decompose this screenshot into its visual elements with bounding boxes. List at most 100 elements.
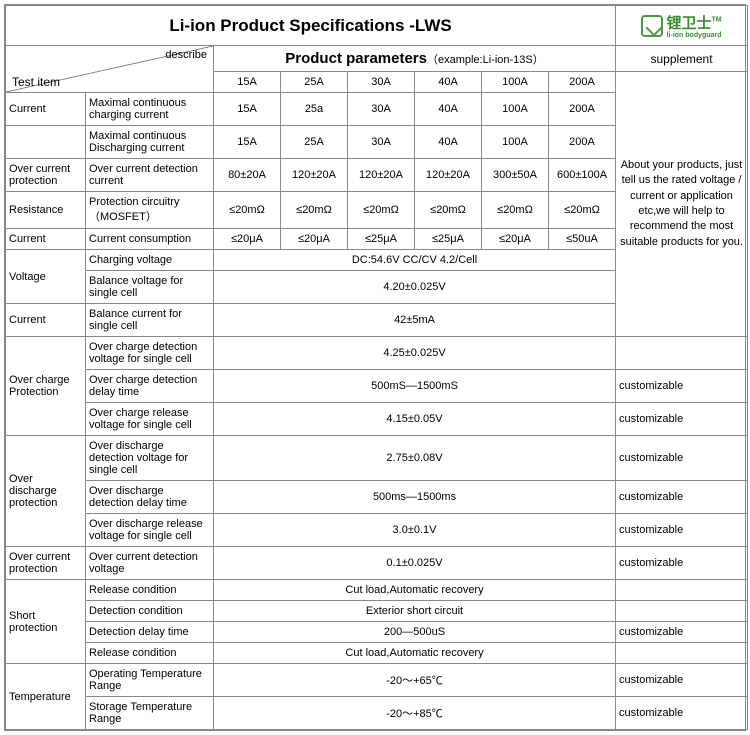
- row-desc: Over charge release voltage for single c…: [86, 403, 214, 436]
- cell-value: ≤20mΩ: [281, 192, 348, 229]
- category-label: Temperature: [6, 664, 86, 730]
- category-label: Current: [6, 229, 86, 250]
- cell-value: 30A: [348, 93, 415, 126]
- row-desc: Release condition: [86, 580, 214, 601]
- cell-value: ≤20mΩ: [214, 192, 281, 229]
- row-desc: Protection circuitry （MOSFET）: [86, 192, 214, 229]
- cell-value: 120±20A: [281, 159, 348, 192]
- cell-value: 80±20A: [214, 159, 281, 192]
- row-desc: Detection delay time: [86, 622, 214, 643]
- row-desc: Storage Temperature Range: [86, 697, 214, 730]
- cell-value: 25A: [281, 126, 348, 159]
- row-desc: Over current detection voltage: [86, 547, 214, 580]
- cell-value: Cut load,Automatic recovery: [214, 643, 616, 664]
- col-header: 30A: [348, 72, 415, 93]
- supplement-header: supplement: [616, 46, 748, 72]
- cell-value: 30A: [348, 126, 415, 159]
- cell-value: 4.15±0.05V: [214, 403, 616, 436]
- category-label: Over discharge protection: [6, 436, 86, 547]
- cell-value: 300±50A: [482, 159, 549, 192]
- supplement-cell: customizable: [616, 514, 748, 547]
- cell-value: Cut load,Automatic recovery: [214, 580, 616, 601]
- cell-value: 100A: [482, 93, 549, 126]
- cell-value: DC:54.6V CC/CV 4.2/Cell: [214, 250, 616, 271]
- col-header: 100A: [482, 72, 549, 93]
- cell-value: ≤20μA: [482, 229, 549, 250]
- cell-value: 25a: [281, 93, 348, 126]
- cell-value: 15A: [214, 93, 281, 126]
- cell-value: 120±20A: [348, 159, 415, 192]
- cell-value: 3.0±0.1V: [214, 514, 616, 547]
- cell-value: 2.75±0.08V: [214, 436, 616, 481]
- cell-value: 0.1±0.025V: [214, 547, 616, 580]
- cell-value: 200A: [549, 93, 616, 126]
- row-desc: Over charge detection voltage for single…: [86, 337, 214, 370]
- supplement-cell: customizable: [616, 436, 748, 481]
- cell-value: 120±20A: [415, 159, 482, 192]
- col-header: 200A: [549, 72, 616, 93]
- category-label: Resistance: [6, 192, 86, 229]
- row-desc: Operating Temperature Range: [86, 664, 214, 697]
- cell-value: 100A: [482, 126, 549, 159]
- category-label: Over current protection: [6, 547, 86, 580]
- cell-value: 4.25±0.025V: [214, 337, 616, 370]
- row-desc: Over discharge release voltage for singl…: [86, 514, 214, 547]
- cell-value: 200A: [549, 126, 616, 159]
- cell-value: 15A: [214, 126, 281, 159]
- shield-icon: [641, 15, 663, 37]
- row-desc: Maximal continuous charging current: [86, 93, 214, 126]
- cell-value: -20～+85℃: [214, 697, 616, 730]
- page-title: Li-ion Product Specifications -LWS: [6, 6, 616, 46]
- test-item-header: describe Test item: [6, 46, 214, 93]
- cell-value: ≤25μA: [348, 229, 415, 250]
- cell-value: ≤20mΩ: [415, 192, 482, 229]
- cell-value: ≤20μA: [281, 229, 348, 250]
- cell-value: 500mS—1500mS: [214, 370, 616, 403]
- row-desc: Over discharge detection delay time: [86, 481, 214, 514]
- supplement-text: About your products, just tell us the ra…: [616, 72, 748, 337]
- cell-value: 42±5mA: [214, 304, 616, 337]
- category-label: [6, 126, 86, 159]
- row-desc: Maximal continuous Discharging current: [86, 126, 214, 159]
- col-header: 15A: [214, 72, 281, 93]
- cell-value: 40A: [415, 126, 482, 159]
- category-label: Current: [6, 93, 86, 126]
- supplement-cell: customizable: [616, 481, 748, 514]
- cell-value: 40A: [415, 93, 482, 126]
- cell-value: 600±100A: [549, 159, 616, 192]
- category-label: Over current protection: [6, 159, 86, 192]
- row-desc: Over current detection current: [86, 159, 214, 192]
- supplement-cell: customizable: [616, 370, 748, 403]
- spec-table: Li-ion Product Specifications -LWS 锂卫士TM…: [5, 5, 748, 730]
- cell-value: ≤25μA: [415, 229, 482, 250]
- supplement-cell: customizable: [616, 547, 748, 580]
- col-header: 40A: [415, 72, 482, 93]
- cell-value: -20～+65℃: [214, 664, 616, 697]
- product-params-header: Product parameters（example:Li-ion-13S）: [214, 46, 616, 72]
- row-desc: Current consumption: [86, 229, 214, 250]
- cell-value: ≤20mΩ: [482, 192, 549, 229]
- cell-value: 500ms—1500ms: [214, 481, 616, 514]
- category-label: Over charge Protection: [6, 337, 86, 436]
- col-header: 25A: [281, 72, 348, 93]
- brand-logo: 锂卫士TM li-ion bodyguard: [616, 6, 748, 46]
- logo-text: 锂卫士: [666, 15, 711, 32]
- row-desc: Over discharge detection voltage for sin…: [86, 436, 214, 481]
- supplement-cell: [616, 643, 748, 664]
- supplement-cell: customizable: [616, 403, 748, 436]
- row-desc: Balance voltage for single cell: [86, 271, 214, 304]
- row-desc: Over charge detection delay time: [86, 370, 214, 403]
- row-desc: Detection condition: [86, 601, 214, 622]
- category-label: Voltage: [6, 250, 86, 304]
- cell-value: ≤20mΩ: [549, 192, 616, 229]
- row-desc: Balance current for single cell: [86, 304, 214, 337]
- cell-value: ≤20mΩ: [348, 192, 415, 229]
- category-label: Current: [6, 304, 86, 337]
- supplement-cell: customizable: [616, 697, 748, 730]
- supplement-cell: [616, 601, 748, 622]
- cell-value: ≤50uA: [549, 229, 616, 250]
- cell-value: 200—500uS: [214, 622, 616, 643]
- cell-value: 4.20±0.025V: [214, 271, 616, 304]
- cell-value: ≤20μA: [214, 229, 281, 250]
- spec-sheet: Li-ion Product Specifications -LWS 锂卫士TM…: [4, 4, 746, 731]
